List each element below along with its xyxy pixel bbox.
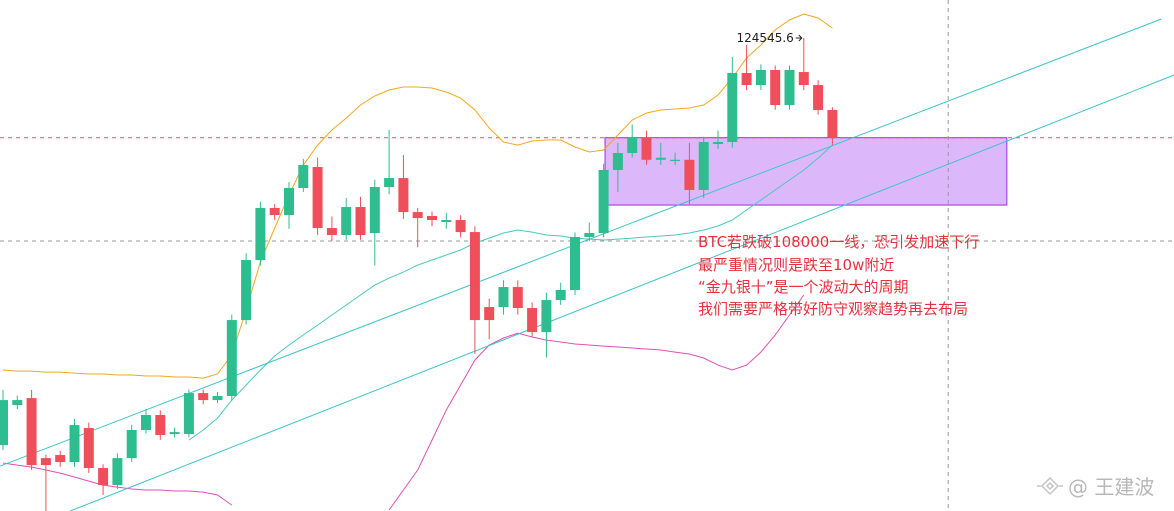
candle-body <box>12 400 23 406</box>
candle-body <box>326 228 337 236</box>
candle-body <box>741 73 752 86</box>
annotation: “金九银十”是一个波动大的周期 <box>698 278 909 296</box>
candle-body <box>784 69 795 106</box>
candle-body <box>384 178 395 188</box>
candle-body <box>40 458 51 466</box>
band-line <box>2 13 833 379</box>
trend-line <box>70 74 1174 511</box>
line-layer <box>0 13 1174 511</box>
candle-body <box>255 208 266 261</box>
candle-body <box>755 69 766 86</box>
candle-body <box>798 72 809 86</box>
candle-body <box>126 430 137 459</box>
candle-body <box>69 425 80 463</box>
candle-body <box>484 307 495 321</box>
candle-body <box>770 69 781 106</box>
candle-body <box>169 432 180 435</box>
text-layer: BTC若跌破108000一线，恐引发加速下行 最严重情况则是跌至10w附近 “金… <box>698 31 1154 499</box>
max-label: 124545.6 <box>737 31 794 45</box>
band-line <box>188 144 833 441</box>
candle-body <box>727 73 738 142</box>
candle-body <box>455 220 466 233</box>
candle-body <box>670 159 681 162</box>
zone <box>604 137 1008 206</box>
candle-layer <box>0 37 838 511</box>
candle-body <box>612 153 623 170</box>
annotation: 最严重情况则是跌至10w附近 <box>698 256 894 274</box>
watermark: @ 王建波 <box>1068 475 1154 499</box>
candle-body <box>698 141 709 190</box>
candle-body <box>498 287 509 308</box>
candle-body <box>312 167 323 229</box>
candle-body <box>427 215 437 221</box>
candle-body <box>226 320 237 397</box>
candle-body <box>655 157 666 160</box>
candle-body <box>0 400 8 446</box>
candle-body <box>598 169 609 234</box>
annotation: 我们需要严格带好防守观察趋势再去布局 <box>698 300 968 318</box>
candle-body <box>198 393 209 401</box>
candle-body <box>570 236 580 290</box>
candle-body <box>341 207 352 236</box>
trend-line <box>0 18 1162 467</box>
candle-body <box>684 159 695 190</box>
candle-body <box>441 220 452 222</box>
candle-body <box>112 458 123 486</box>
candle-body <box>641 137 652 160</box>
candle-body <box>369 187 380 234</box>
candle-body <box>83 428 94 469</box>
candle-body <box>155 415 166 436</box>
candle-body <box>527 308 538 333</box>
candle-body <box>241 260 252 321</box>
candle-body <box>412 212 423 219</box>
watermark-icon <box>1037 476 1063 496</box>
candle-body <box>355 207 366 236</box>
candle-body <box>584 233 595 237</box>
candle-body <box>269 208 280 216</box>
annotation: BTC若跌破108000一线，恐引发加速下行 <box>698 233 979 251</box>
candle-body <box>713 141 723 144</box>
candle-body <box>98 468 109 486</box>
candle-body <box>512 287 523 309</box>
candle-body <box>469 232 480 321</box>
max-arrow <box>795 34 803 42</box>
candle-body <box>26 398 37 466</box>
candle-body <box>813 85 824 110</box>
candle-body <box>212 396 223 401</box>
candle-body <box>541 300 552 333</box>
candle-body <box>555 289 566 301</box>
candle-body <box>827 109 838 138</box>
candle-body <box>55 455 66 463</box>
candle-body <box>284 188 294 216</box>
candle-body <box>183 393 194 435</box>
candle-body <box>398 178 409 213</box>
candle-body <box>627 137 638 154</box>
candle-body <box>298 165 309 189</box>
candle-body <box>141 415 151 431</box>
